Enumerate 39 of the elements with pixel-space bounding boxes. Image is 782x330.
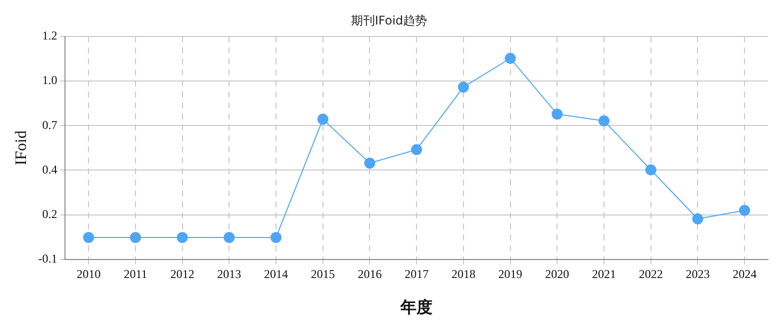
point — [692, 213, 704, 224]
y-tick-label: 1.2 — [42, 28, 58, 43]
point — [364, 158, 376, 169]
y-tick-label: 0.7 — [42, 118, 58, 132]
x-tick-label: 2023 — [686, 266, 710, 281]
x-tick-label: 2013 — [217, 266, 242, 281]
y-tick-label: 0.2 — [42, 206, 58, 221]
x-tick-label: 2024 — [732, 266, 757, 281]
point — [224, 232, 235, 243]
x-tick-label: 2021 — [592, 266, 616, 281]
x-tick-label: 2015 — [310, 266, 335, 281]
point — [645, 164, 656, 176]
x-tick-label: 2010 — [76, 266, 101, 281]
point — [130, 232, 141, 243]
point — [598, 115, 610, 126]
x-tick-label: 2016 — [358, 266, 382, 281]
x-tick-label: 2017 — [404, 266, 429, 281]
x-tick-label: 2018 — [451, 266, 476, 281]
x-tick-label: 2022 — [638, 266, 663, 281]
point — [83, 232, 94, 243]
point — [411, 144, 422, 156]
y-tick-label: 0.4 — [42, 162, 58, 176]
x-tick-label: 2014 — [264, 266, 288, 281]
x-tick-label: 2019 — [498, 266, 522, 281]
x-tick-label: 2011 — [124, 266, 148, 281]
point — [504, 52, 516, 64]
y-tick-label: 1.0 — [42, 73, 58, 88]
point — [176, 232, 188, 243]
x-tick-label: 2020 — [545, 266, 570, 281]
y-axis-title: IFoid — [12, 130, 30, 166]
x-axis-title: 年度 — [400, 298, 433, 317]
point — [270, 232, 282, 243]
point — [458, 82, 469, 93]
point — [739, 204, 750, 216]
y-tick-label: -0.1 — [38, 252, 58, 266]
chart-title: 期刊IFoid趋势 — [350, 13, 428, 28]
point — [552, 108, 563, 120]
point — [317, 114, 328, 125]
x-tick-label: 2012 — [170, 266, 194, 281]
